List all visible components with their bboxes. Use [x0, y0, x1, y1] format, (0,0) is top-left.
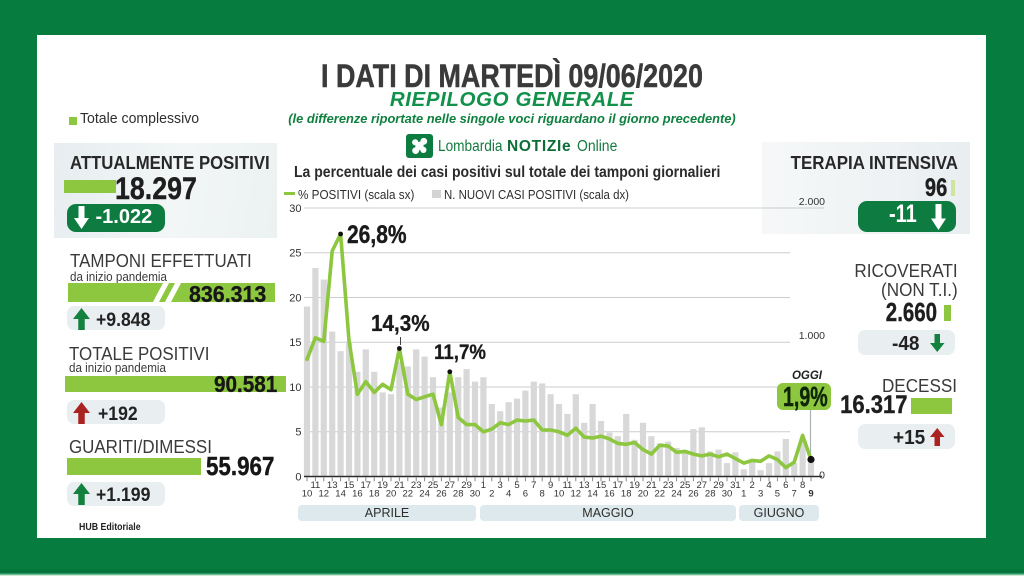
svg-text:11: 11: [310, 480, 320, 491]
svg-text:4: 4: [506, 489, 511, 500]
svg-text:29: 29: [713, 480, 724, 491]
svg-text:9: 9: [808, 489, 813, 500]
svg-text:15: 15: [289, 337, 301, 349]
svg-text:16: 16: [352, 489, 363, 500]
svg-text:19: 19: [629, 480, 640, 491]
svg-text:4: 4: [766, 480, 771, 491]
svg-text:28: 28: [705, 489, 716, 500]
svg-text:17: 17: [361, 480, 372, 491]
svg-text:5: 5: [295, 427, 301, 439]
svg-text:20: 20: [386, 489, 397, 500]
svg-text:17: 17: [613, 480, 624, 491]
svg-text:5: 5: [775, 489, 780, 500]
svg-text:20: 20: [638, 489, 649, 500]
svg-text:1.000: 1.000: [799, 330, 825, 342]
svg-text:24: 24: [671, 489, 682, 500]
svg-text:6: 6: [523, 489, 528, 500]
svg-text:12: 12: [319, 489, 330, 500]
svg-text:10: 10: [554, 489, 565, 500]
svg-text:23: 23: [411, 480, 422, 491]
svg-text:22: 22: [655, 489, 666, 500]
svg-text:6: 6: [783, 480, 788, 491]
svg-text:25: 25: [428, 480, 439, 491]
svg-text:22: 22: [403, 489, 414, 500]
svg-text:8: 8: [540, 489, 545, 500]
svg-text:14: 14: [587, 489, 598, 500]
svg-text:0: 0: [295, 471, 301, 483]
svg-text:25: 25: [680, 480, 691, 491]
svg-text:8: 8: [800, 480, 805, 491]
svg-text:26: 26: [688, 489, 699, 500]
svg-text:16: 16: [604, 489, 615, 500]
svg-text:2: 2: [750, 480, 755, 491]
svg-text:2.000: 2.000: [799, 196, 825, 208]
svg-text:18: 18: [621, 489, 632, 500]
svg-text:0: 0: [819, 470, 825, 482]
svg-text:19: 19: [377, 480, 388, 491]
svg-text:27: 27: [445, 480, 456, 491]
svg-text:11: 11: [562, 480, 572, 491]
svg-text:3: 3: [758, 489, 763, 500]
svg-text:1: 1: [481, 480, 486, 491]
svg-text:5: 5: [514, 480, 519, 491]
svg-text:10: 10: [302, 489, 313, 500]
svg-text:29: 29: [461, 480, 472, 491]
svg-text:15: 15: [344, 480, 355, 491]
svg-text:2: 2: [489, 489, 494, 500]
svg-text:10: 10: [289, 382, 301, 394]
svg-text:13: 13: [579, 480, 590, 491]
svg-text:21: 21: [394, 480, 405, 491]
svg-text:23: 23: [663, 480, 674, 491]
svg-text:7: 7: [531, 480, 536, 491]
svg-text:13: 13: [327, 480, 338, 491]
svg-text:21: 21: [646, 480, 657, 491]
svg-text:26: 26: [436, 489, 447, 500]
svg-text:7: 7: [792, 489, 797, 500]
svg-text:18: 18: [369, 489, 380, 500]
svg-text:25: 25: [289, 248, 301, 260]
svg-text:27: 27: [697, 480, 708, 491]
svg-text:12: 12: [571, 489, 582, 500]
svg-text:24: 24: [419, 489, 430, 500]
svg-text:30: 30: [470, 489, 481, 500]
svg-text:31: 31: [730, 480, 741, 491]
svg-text:15: 15: [596, 480, 607, 491]
svg-text:20: 20: [289, 292, 301, 304]
svg-text:14: 14: [335, 489, 346, 500]
svg-text:3: 3: [498, 480, 503, 491]
svg-text:30: 30: [289, 203, 301, 215]
svg-text:9: 9: [548, 480, 553, 491]
svg-text:30: 30: [722, 489, 733, 500]
svg-text:1: 1: [741, 489, 746, 500]
svg-text:28: 28: [453, 489, 464, 500]
